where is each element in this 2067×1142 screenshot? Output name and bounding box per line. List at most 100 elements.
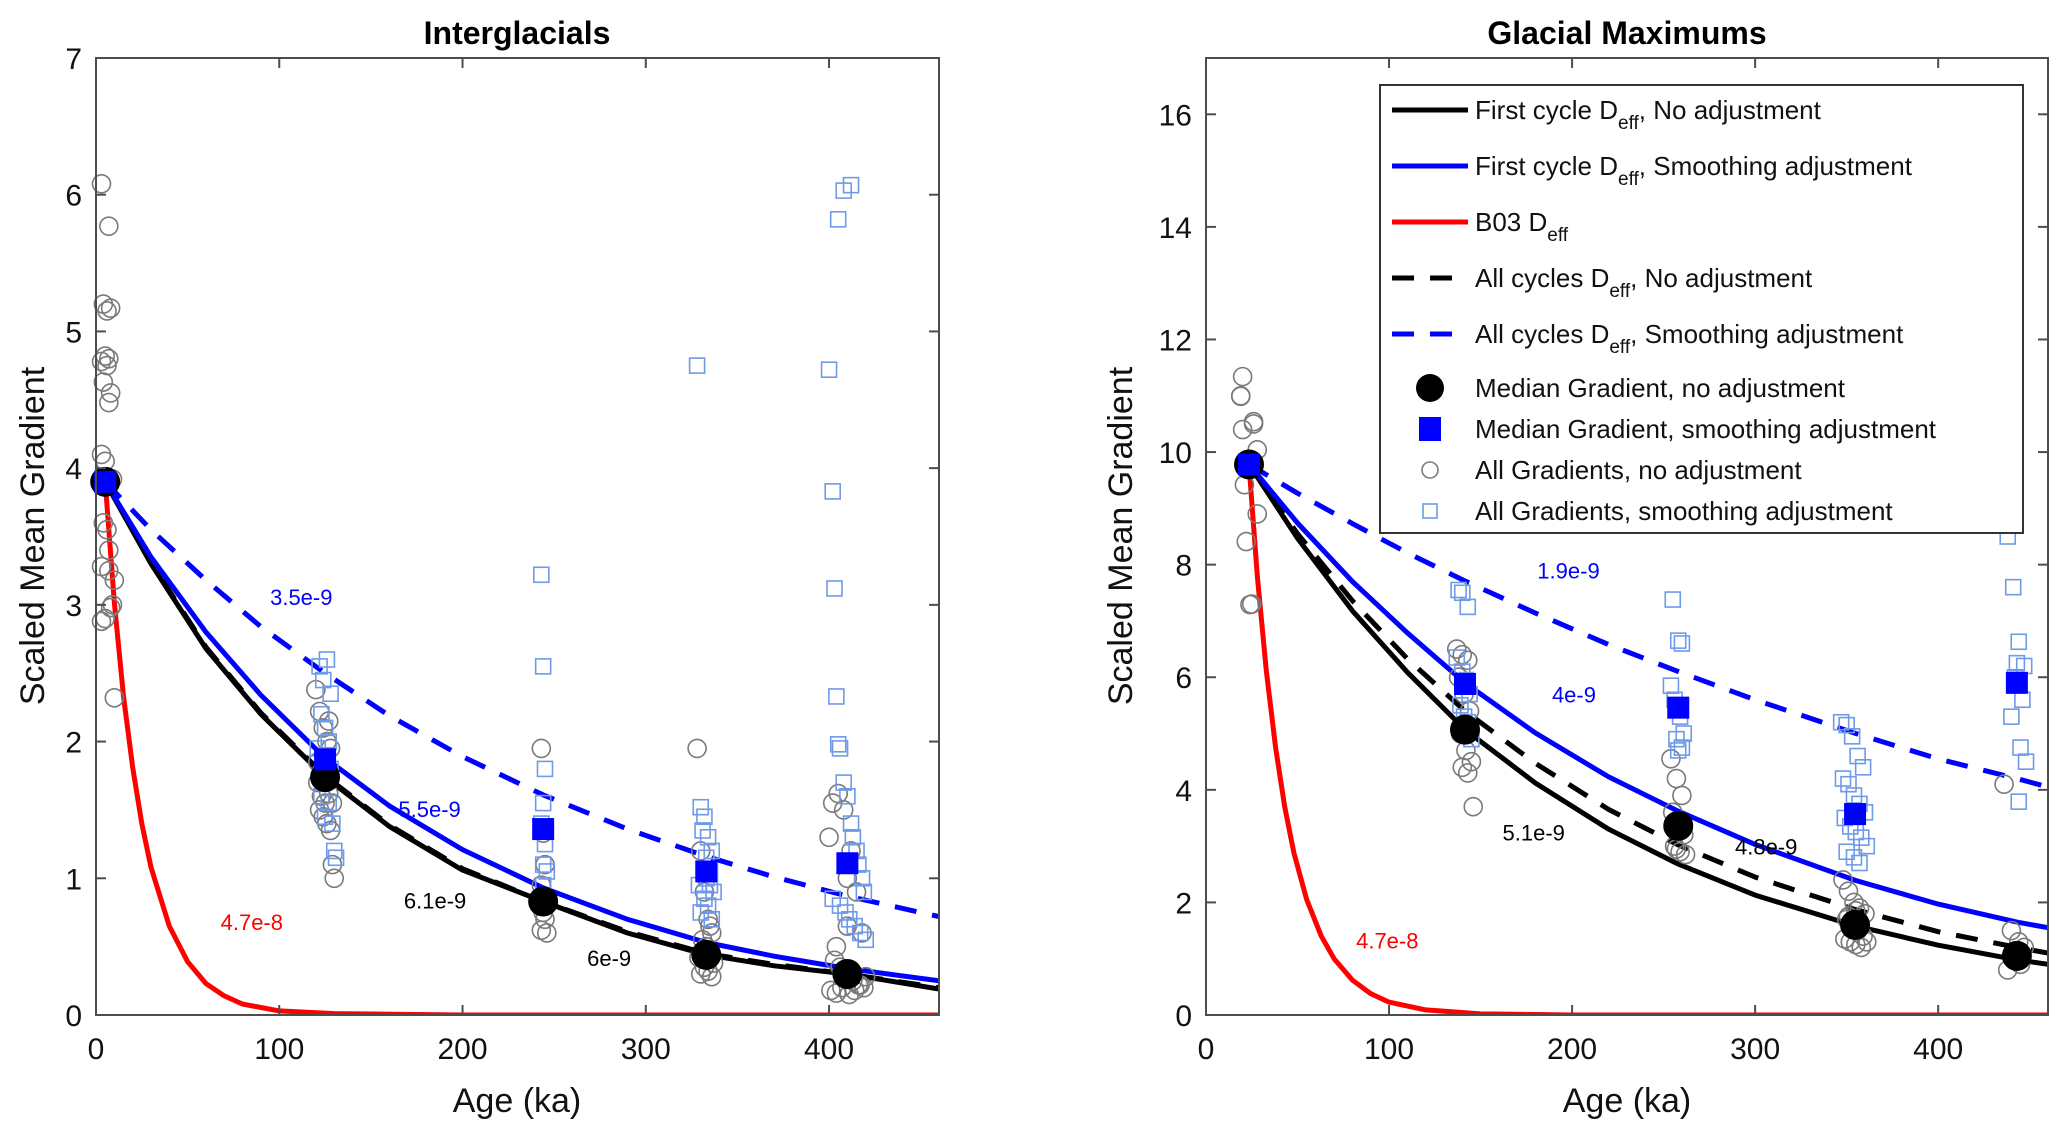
gradient-point-smooth	[316, 719, 334, 737]
gradient-point-noadj	[846, 882, 867, 902]
y-tick-label: 6	[65, 180, 82, 213]
gradient-point-smooth	[1858, 837, 1876, 855]
legend-entry: All Gradients, no adjustment	[1421, 455, 1802, 485]
y-tick-label: 1	[65, 863, 82, 896]
gradient-point-noadj	[1243, 414, 1264, 434]
gradient-point-smooth	[1453, 584, 1471, 602]
gradient-point-noadj	[93, 372, 114, 392]
y-tick-label: 5	[65, 316, 82, 349]
median-point-smooth	[1844, 803, 1867, 826]
gradient-point-smooth	[844, 828, 862, 846]
gradient-point-noadj	[1232, 366, 1253, 387]
median-point-smooth	[2005, 671, 2028, 694]
gradient-point-noadj	[687, 738, 707, 759]
interglacials-panel: Interglacials 3.5e-9 5.5e-9 6.1e-9 4.7e-8 6e…	[14, 15, 940, 1120]
x-tick-label: 400	[1913, 1033, 1963, 1066]
gradient-point-smooth	[842, 815, 860, 832]
curve-all-cycles-deff-no-adjustment	[1246, 462, 2048, 956]
y-tick-label: 2	[65, 727, 82, 760]
gradient-point-smooth	[835, 774, 853, 791]
gradient-point-smooth	[694, 822, 711, 839]
diffusivity-label: 4.7e-8	[221, 910, 283, 935]
gradient-point-smooth	[703, 910, 721, 928]
gradient-point-noadj	[99, 560, 119, 581]
legend-label: First cycle Deff, No adjustment	[1475, 95, 1822, 134]
y-tick-label: 7	[65, 43, 82, 76]
gradient-point-smooth	[1459, 598, 1477, 616]
gradient-point-smooth	[318, 651, 336, 668]
gradient-point-smooth	[2014, 691, 2031, 709]
y-tick-label: 3	[65, 590, 82, 623]
gradient-point-smooth	[2004, 578, 2022, 596]
y-axis-title: Scaled Mean Gradient	[14, 366, 52, 705]
gradient-point-noadj	[100, 298, 121, 318]
gradient-point-smooth	[1832, 713, 1850, 731]
annotations: 1.9e-9 4e-9 5.1e-9 4.8e-9 4.7e-8	[1356, 559, 1797, 954]
gradient-point-noadj	[1457, 650, 1478, 671]
y-tick-label: 10	[1159, 437, 1192, 470]
gradient-point-smooth	[1840, 775, 1857, 793]
gradient-point-smooth	[853, 869, 871, 887]
legend-swatch	[1421, 461, 1439, 479]
y-tick-label: 12	[1159, 324, 1192, 357]
diffusivity-label: 5.5e-9	[398, 797, 460, 822]
gradient-point-smooth	[1669, 632, 1687, 649]
x-tick-label: 200	[437, 1033, 487, 1066]
legend-entry: First cycle Deff, Smoothing adjustment	[1392, 151, 1913, 190]
median-point-noadj	[1450, 714, 1481, 745]
legend-label: First cycle Deff, Smoothing adjustment	[1475, 151, 1913, 190]
x-tick-label: 0	[1198, 1033, 1215, 1066]
gradient-point-smooth	[313, 705, 330, 723]
gradient-point-smooth	[1851, 854, 1868, 872]
median-point-smooth	[695, 860, 718, 883]
axes-box	[1205, 57, 2049, 1016]
gradient-point-noadj	[1833, 870, 1853, 890]
legend-label: All Gradients, smoothing adjustment	[1475, 496, 1893, 526]
gradient-point-smooth	[1845, 849, 1863, 866]
gradient-point-smooth	[820, 361, 838, 379]
gradient-point-smooth	[855, 883, 873, 901]
gradient-point-smooth	[839, 787, 856, 805]
gradient-point-smooth	[1849, 747, 1866, 765]
gradient-point-smooth	[1668, 730, 1685, 748]
legend-entry: All cycles Deff, No adjustment	[1392, 263, 1813, 302]
gradient-point-smooth	[826, 580, 843, 597]
diffusivity-label: 1.9e-9	[1537, 559, 1599, 584]
gradient-point-noadj	[100, 383, 121, 403]
gradient-point-smooth	[1847, 823, 1865, 841]
gradient-point-smooth	[2012, 739, 2029, 756]
diffusivity-label: 6.1e-9	[404, 888, 466, 913]
gradient-point-noadj	[104, 688, 125, 708]
gradient-point-smooth	[829, 736, 847, 753]
legend-label: All cycles Deff, Smoothing adjustment	[1475, 319, 1904, 358]
median-point-smooth	[314, 748, 337, 771]
gradient-point-smooth	[828, 688, 845, 705]
gradient-point-smooth	[1669, 742, 1687, 759]
plot-title: Interglacials	[424, 15, 611, 51]
y-tick-label: 16	[1159, 99, 1192, 132]
gradient-point-noadj	[93, 513, 114, 533]
median-point-smooth	[1238, 453, 1261, 476]
gradient-point-smooth	[688, 357, 706, 374]
axes: 0 100 200 300 400 0 1 2 3 4 5 6 7	[65, 43, 940, 1066]
legend-entry: B03 Deff	[1392, 207, 1569, 246]
diffusivity-label: 5.1e-9	[1503, 820, 1565, 845]
gradient-point-smooth	[1448, 649, 1466, 666]
diffusivity-label: 4e-9	[1552, 683, 1596, 708]
gradient-point-noadj	[91, 351, 112, 372]
gradient-point-noadj	[1236, 531, 1257, 552]
gradient-point-noadj	[1666, 768, 1687, 789]
legend-label: All cycles Deff, No adjustment	[1475, 263, 1813, 302]
y-axis-title: Scaled Mean Gradient	[1102, 366, 1140, 705]
legend-label: Median Gradient, no adjustment	[1475, 373, 1846, 403]
scatter-points	[90, 173, 876, 1005]
gradient-point-smooth	[534, 794, 552, 812]
curve-all-cycles-deff-no-adjustment	[103, 480, 939, 991]
gradient-point-smooth	[534, 658, 552, 675]
legend-swatch	[1419, 417, 1441, 441]
gradient-point-smooth	[1845, 787, 1863, 804]
median-point-noadj	[2001, 940, 2032, 971]
y-tick-label: 14	[1159, 212, 1192, 245]
gradient-point-smooth	[2017, 753, 2035, 770]
gradient-point-smooth	[1852, 829, 1870, 846]
